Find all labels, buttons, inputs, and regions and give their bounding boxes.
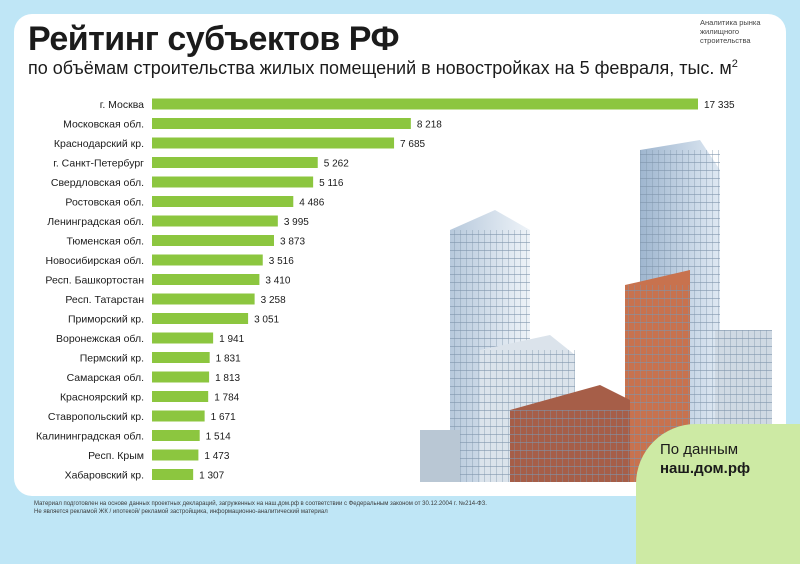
category-label: Ростовская обл. [65, 197, 144, 209]
chart-plot: г. Москва 17 335 Московская обл. 8 218 Красн… [36, 98, 735, 482]
category-label: Приморский кр. [68, 314, 144, 326]
bar-value-label: 1 941 [219, 334, 244, 345]
category-label: Красноярский кр. [60, 392, 144, 404]
bar [152, 98, 698, 110]
bar-value-label: 1 831 [216, 354, 241, 365]
bar [152, 196, 294, 207]
bar [152, 313, 249, 324]
bar-value-label: 1 307 [199, 471, 224, 482]
category-label: Респ. Крым [88, 450, 144, 462]
bar-value-label: 5 262 [324, 159, 349, 170]
brand-caption: Аналитика рынка жилищного строительства [700, 18, 772, 45]
bar-value-label: 3 258 [261, 295, 286, 306]
bar-value-label: 5 116 [319, 178, 344, 189]
footnote-line-1: Материал подготовлен на основе данных пр… [34, 501, 487, 507]
bar [152, 430, 200, 441]
bar [152, 274, 260, 285]
category-label: Респ. Башкортостан [45, 275, 144, 287]
footnote-line-2: Не является рекламой ЖК / ипотекой/ рекл… [34, 509, 328, 515]
category-label: Новосибирская обл. [46, 255, 145, 267]
bar-value-label: 1 671 [211, 412, 236, 423]
bar [152, 293, 255, 305]
bar-value-label: 7 685 [400, 139, 425, 150]
category-label: Калининградская обл. [36, 431, 144, 443]
bar [152, 410, 205, 422]
source-label: По данным [660, 441, 739, 458]
category-label: Самарская обл. [67, 372, 144, 384]
category-label: Респ. Татарстан [65, 294, 144, 306]
source-badge-text: По данным наш.дом.рф [660, 440, 750, 478]
page-subtitle: по объёмам строительства жилых помещений… [28, 58, 738, 79]
category-label: Ленинградская обл. [47, 216, 144, 228]
category-label: Ставропольский кр. [48, 411, 144, 423]
category-label: Хабаровский кр. [65, 470, 144, 482]
bar [152, 215, 278, 227]
brand-line-3: строительства [700, 36, 751, 45]
source-link[interactable]: наш.дом.рф [660, 460, 751, 477]
category-label: Тюменская обл. [66, 236, 144, 248]
category-label: Воронежская обл. [56, 333, 144, 345]
category-label: Московская обл. [63, 119, 144, 131]
bar [152, 332, 214, 344]
bar [152, 235, 274, 246]
bar [152, 118, 411, 129]
bar-value-label: 3 051 [254, 315, 279, 326]
bar [152, 157, 318, 168]
bar-value-label: 3 410 [265, 276, 290, 287]
bar-value-label: 1 473 [204, 451, 229, 462]
bar [152, 352, 210, 363]
bar-value-label: 3 516 [269, 256, 294, 267]
bar [152, 449, 199, 461]
bar-value-label: 17 335 [704, 100, 735, 111]
category-label: Пермский кр. [80, 353, 144, 365]
brand-line-2: жилищного [700, 27, 739, 36]
category-label: Краснодарский кр. [54, 138, 144, 150]
page-title: Рейтинг субъектов РФ [28, 20, 400, 58]
bar [152, 176, 314, 188]
bar-value-label: 4 486 [299, 198, 324, 209]
bar [152, 469, 194, 480]
subtitle-text: по объёмам строительства жилых помещений… [28, 58, 732, 78]
bar-value-label: 3 873 [280, 237, 305, 248]
bar-value-label: 8 218 [417, 120, 442, 131]
bar-value-label: 1 784 [214, 393, 239, 404]
bar-value-label: 1 514 [206, 432, 231, 443]
bar-value-label: 3 995 [284, 217, 309, 228]
bar [152, 137, 395, 149]
bar [152, 254, 263, 266]
bar-value-label: 1 813 [215, 373, 240, 384]
bar-chart: г. Москва 17 335 Московская обл. 8 218 Красн… [36, 98, 735, 482]
bar [152, 371, 210, 383]
brand-line-1: Аналитика рынка [700, 18, 761, 27]
footnote: Материал подготовлен на основе данных пр… [34, 500, 594, 516]
category-label: Свердловская обл. [51, 177, 144, 189]
category-label: г. Москва [100, 99, 144, 111]
bar [152, 391, 209, 402]
category-label: г. Санкт-Петербург [53, 158, 144, 170]
subtitle-superscript: 2 [731, 58, 738, 70]
